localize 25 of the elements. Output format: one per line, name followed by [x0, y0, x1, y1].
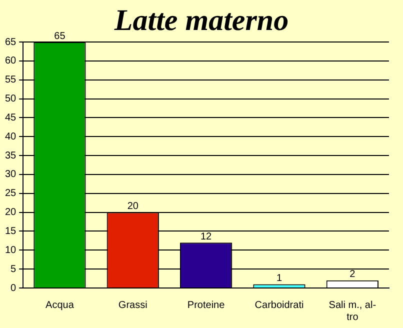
x-tick-label: Grassi	[118, 300, 148, 311]
y-tick-label: 15	[5, 226, 17, 237]
y-tick-label: 55	[5, 74, 17, 86]
x-tick-label: Acqua	[46, 300, 74, 311]
y-tick-label: 30	[5, 169, 17, 180]
x-tick-label: Carboidrati	[254, 300, 304, 311]
y-tick-label: 10	[5, 244, 17, 256]
data-label: 65	[54, 30, 66, 42]
data-label: 12	[200, 231, 212, 242]
data-label: 2	[350, 269, 356, 280]
x-tick-label: Proteine	[187, 300, 226, 311]
y-tick-label: 0	[10, 282, 17, 294]
y-tick-label: 35	[5, 150, 17, 162]
y-tick-label: 65	[5, 36, 17, 48]
y-tick-label: 5	[10, 264, 17, 275]
y-tick-label: 40	[5, 131, 17, 142]
x-tick-label: Sali m., al-tro	[328, 300, 376, 323]
y-tick-label: 50	[5, 94, 17, 105]
y-tick-label: 25	[5, 188, 17, 200]
data-label: 20	[127, 201, 139, 212]
y-tick-label: 20	[5, 207, 17, 218]
y-tick-label: 45	[5, 112, 17, 124]
chart-title: Latte materno	[114, 4, 289, 37]
y-tick-label: 60	[5, 56, 17, 67]
data-label: 1	[276, 272, 282, 284]
